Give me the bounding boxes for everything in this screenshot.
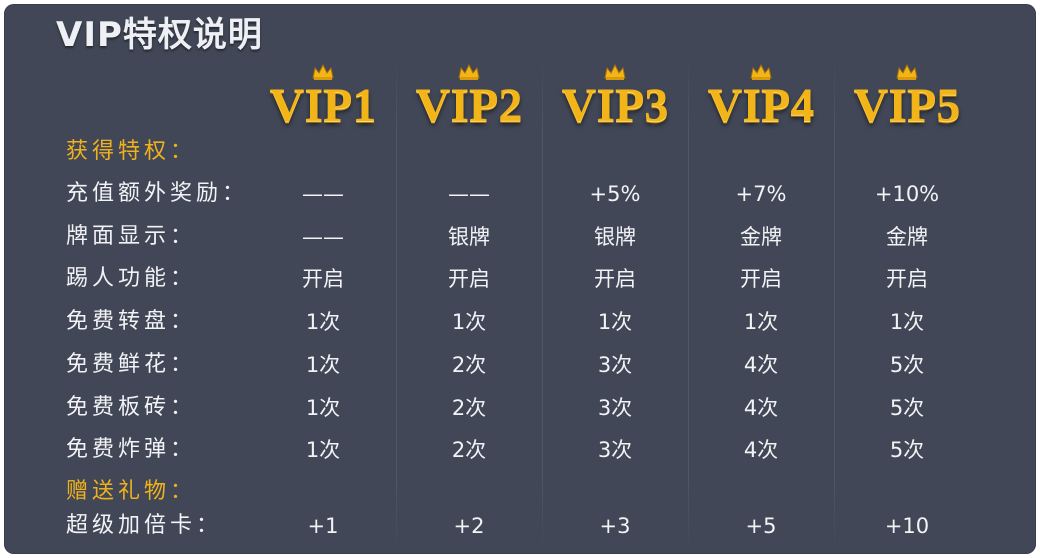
page-title: VIP特权说明 — [56, 15, 263, 55]
vip-header-1: VIP1 — [250, 64, 396, 134]
table-cell: 银牌 — [448, 225, 490, 249]
vip-header-5: VIP5 — [834, 64, 980, 134]
table-cell: 开启 — [740, 267, 782, 291]
column-divider — [688, 56, 689, 554]
table-cell: 4次 — [743, 396, 779, 420]
section-privileges-label: 获得特权： — [66, 139, 197, 164]
row-label-super-double-card: 超级加倍卡： — [66, 513, 223, 538]
crown-icon — [604, 64, 626, 80]
table-cell: 1次 — [305, 353, 341, 377]
vip-level-label: VIP1 — [269, 79, 377, 132]
row-label-free-bombs: 免费炸弹： — [66, 437, 197, 462]
row-label-recharge-bonus: 充值额外奖励： — [66, 181, 249, 206]
table-cell: 2次 — [451, 396, 487, 420]
table-cell: 5次 — [889, 438, 925, 462]
table-cell: 银牌 — [594, 225, 636, 249]
table-cell: +1 — [307, 514, 339, 538]
table-cell: +7% — [735, 182, 787, 206]
vip-header-4: VIP4 — [688, 64, 834, 134]
table-cell: 1次 — [305, 396, 341, 420]
column-divider — [542, 56, 543, 554]
vip-level-label: VIP5 — [853, 79, 961, 132]
table-cell: +10 — [884, 514, 930, 538]
column-divider — [834, 56, 835, 554]
table-cell: 金牌 — [740, 225, 782, 249]
crown-icon — [896, 64, 918, 80]
vip-level-label: VIP3 — [561, 79, 669, 132]
section-gifts-label: 赠送礼物： — [66, 479, 197, 504]
crown-icon — [458, 64, 480, 80]
table-cell: 2次 — [451, 438, 487, 462]
vip-header-3: VIP3 — [542, 64, 688, 134]
table-cell: 3次 — [597, 438, 633, 462]
table-cell: +2 — [453, 514, 485, 538]
table-cell: 2次 — [451, 353, 487, 377]
table-cell: 1次 — [451, 310, 487, 334]
row-label-kick-player: 踢人功能： — [66, 266, 197, 291]
vip-header-2: VIP2 — [396, 64, 542, 134]
crown-icon — [750, 64, 772, 80]
row-label-card-display: 牌面显示： — [66, 224, 197, 249]
vip-privileges-panel: VIP特权说明 VIP1 VIP2 VIP3 VIP4 VIP5 获得特权： 充… — [4, 4, 1036, 554]
table-cell: 开启 — [594, 267, 636, 291]
table-cell: 1次 — [305, 438, 341, 462]
table-cell: 1次 — [305, 310, 341, 334]
table-cell: 3次 — [597, 396, 633, 420]
table-cell: 1次 — [889, 310, 925, 334]
table-cell: —— — [302, 225, 344, 249]
table-cell: 4次 — [743, 438, 779, 462]
table-cell: 1次 — [597, 310, 633, 334]
row-label-free-flowers: 免费鲜花： — [66, 352, 197, 377]
table-cell: 金牌 — [886, 225, 928, 249]
table-cell: +5 — [745, 514, 777, 538]
table-cell: 3次 — [597, 353, 633, 377]
column-divider — [396, 56, 397, 554]
vip-level-label: VIP4 — [707, 79, 815, 132]
row-label-free-wheel: 免费转盘： — [66, 309, 197, 334]
table-cell: +3 — [599, 514, 631, 538]
row-label-free-bricks: 免费板砖： — [66, 395, 197, 420]
vip-level-label: VIP2 — [415, 79, 523, 132]
table-cell: 开启 — [302, 267, 344, 291]
table-cell: 5次 — [889, 353, 925, 377]
table-cell: 1次 — [743, 310, 779, 334]
table-cell: +10% — [874, 182, 940, 206]
table-cell: 4次 — [743, 353, 779, 377]
table-cell: 开启 — [448, 267, 490, 291]
table-cell: —— — [302, 182, 344, 206]
table-cell: —— — [448, 182, 490, 206]
table-cell: +5% — [589, 182, 641, 206]
table-cell: 开启 — [886, 267, 928, 291]
table-cell: 5次 — [889, 396, 925, 420]
crown-icon — [312, 64, 334, 80]
